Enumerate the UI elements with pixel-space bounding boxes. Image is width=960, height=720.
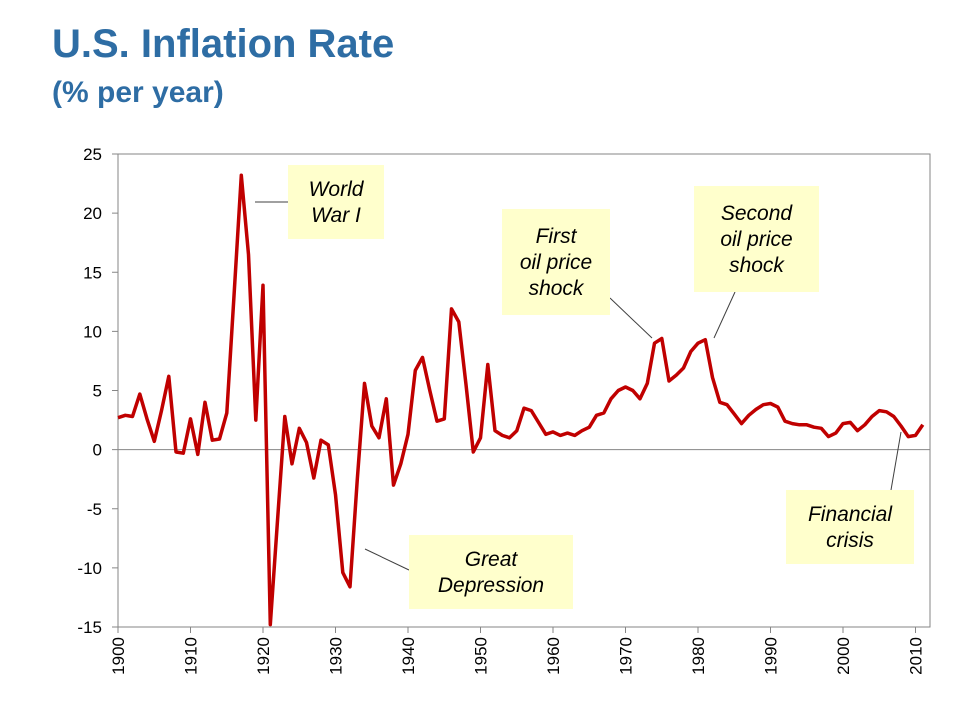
- y-tick-label: -15: [77, 618, 102, 637]
- annotation-label: crisis: [826, 529, 874, 552]
- annotation-box: [694, 186, 819, 292]
- x-tick-label: 1910: [182, 637, 201, 675]
- annotation-box: [288, 165, 384, 239]
- annotation-box: [502, 209, 610, 315]
- annotation-label: World: [309, 178, 365, 201]
- x-tick-label: 1920: [254, 637, 273, 675]
- annotation-box: [409, 535, 573, 609]
- x-tick-label: 2000: [834, 637, 853, 675]
- y-tick-label: 5: [93, 382, 102, 401]
- annotation-connector: [890, 431, 902, 491]
- x-tick-label: 1900: [109, 637, 128, 675]
- annotation-label: Great: [465, 548, 519, 571]
- y-tick-label: 15: [83, 263, 102, 282]
- annotation-box: [786, 490, 914, 564]
- annotation-connector: [364, 548, 410, 571]
- x-tick-label: 2010: [907, 637, 926, 675]
- annotation-label: Depression: [438, 574, 544, 597]
- y-tick-label: 0: [93, 441, 102, 460]
- y-tick-label: 10: [83, 322, 102, 341]
- annotation-label: shock: [729, 254, 785, 277]
- y-tick-label: -10: [77, 559, 102, 578]
- annotation-connector: [609, 297, 653, 339]
- x-tick-label: 1950: [472, 637, 491, 675]
- annotation-label: oil price: [720, 228, 792, 251]
- x-tick-label: 1940: [399, 637, 418, 675]
- x-tick-label: 1990: [762, 637, 781, 675]
- page-title: U.S. Inflation Rate: [52, 22, 395, 66]
- annotation-label: oil price: [520, 251, 592, 274]
- annotation-connector: [713, 291, 736, 339]
- x-tick-label: 1970: [617, 637, 636, 675]
- y-tick-label: 20: [83, 204, 102, 223]
- y-tick-label: 25: [83, 145, 102, 164]
- annotation-label: War I: [311, 204, 361, 227]
- annotation-label: First: [536, 225, 578, 248]
- annotation-label: shock: [529, 277, 585, 300]
- x-tick-label: 1980: [689, 637, 708, 675]
- annotation-label: Second: [721, 202, 794, 225]
- annotation-label: Financial: [808, 503, 893, 526]
- y-tick-label: -5: [87, 500, 102, 519]
- x-tick-label: 1930: [327, 637, 346, 675]
- x-tick-label: 1960: [544, 637, 563, 675]
- page-subtitle: (% per year): [52, 76, 224, 109]
- inflation-series-line: [117, 173, 925, 627]
